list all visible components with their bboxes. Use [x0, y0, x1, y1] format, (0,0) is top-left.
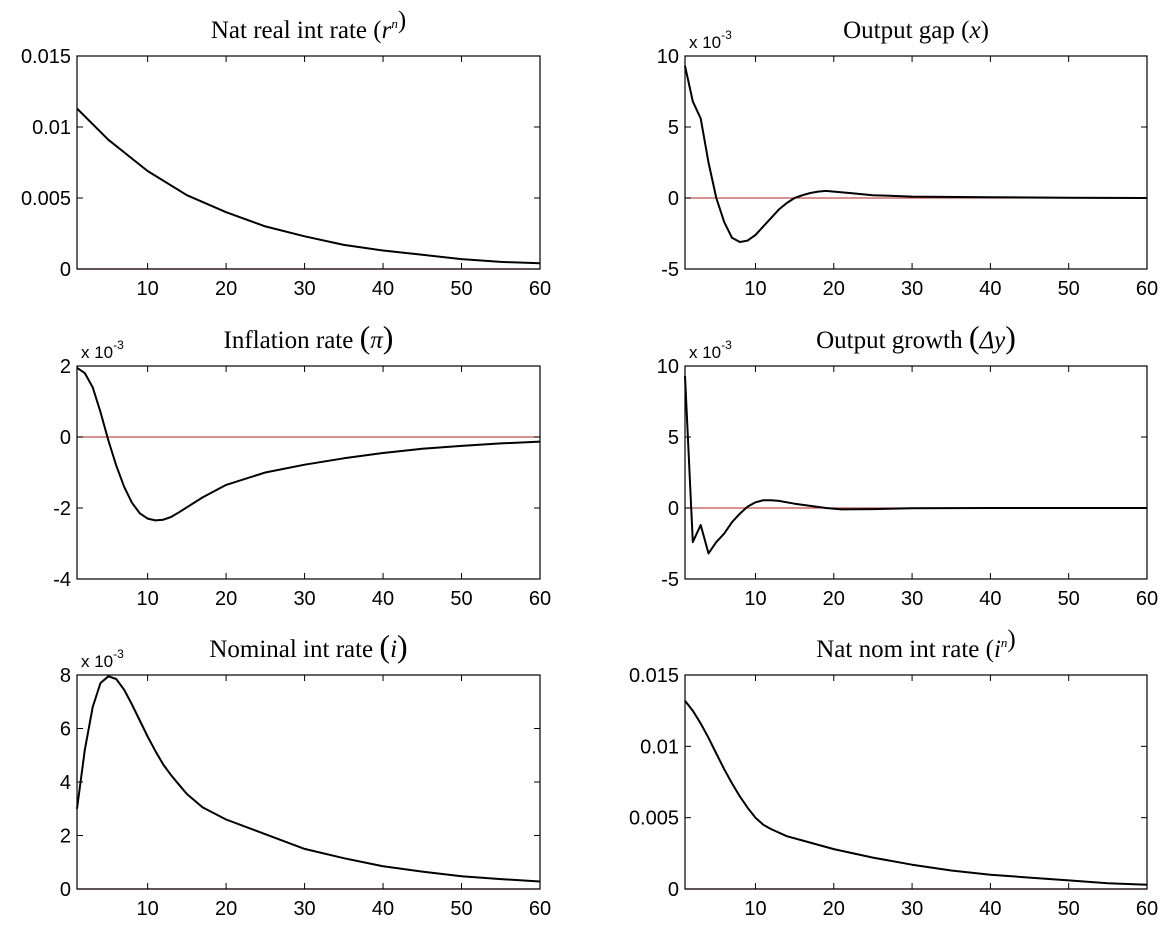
- y-tick-label: -2: [53, 498, 71, 520]
- series-line: [684, 375, 1147, 555]
- x-tick-label: 60: [1136, 278, 1158, 300]
- chart-title: Nat nom int rate (in): [816, 626, 1016, 663]
- x-tick-label: 10: [137, 898, 159, 920]
- y-tick-label: 0: [668, 498, 679, 520]
- x-tick-label: 20: [823, 278, 845, 300]
- x-tick-label: 30: [901, 278, 923, 300]
- x-tick-label: 40: [979, 278, 1001, 300]
- y-tick-label: 0.015: [629, 665, 679, 687]
- x-tick-label: 50: [1058, 898, 1080, 920]
- axes-frame: [76, 365, 541, 580]
- axis-exponent-label: x 10-3: [689, 338, 732, 362]
- x-tick-label: 60: [529, 588, 551, 610]
- x-tick-label: 30: [293, 898, 315, 920]
- x-tick-label: 60: [1136, 588, 1158, 610]
- x-tick-label: 50: [1058, 278, 1080, 300]
- y-tick-label: 5: [668, 427, 679, 449]
- axis-exponent-label: x 10-3: [81, 647, 124, 671]
- chart-title: Nominal int rate (i): [209, 628, 407, 664]
- x-tick-label: 40: [372, 588, 394, 610]
- x-tick-label: 10: [137, 588, 159, 610]
- panel-nat-real-int-rate: 10 20 30 40 50 60 0 0.005 0.01 0.015 Nat real int …: [21, 7, 551, 300]
- x-tick-label: 10: [137, 278, 159, 300]
- x-tick-label: 60: [529, 278, 551, 300]
- x-tick-label: 50: [450, 588, 472, 610]
- y-tick-label: 4: [60, 772, 71, 794]
- panel-output-growth: 10 20 30 40 50 60 -5 0 5 10 x 10-3 Output growth (Δ…: [657, 319, 1158, 610]
- panel-nominal-int-rate: 10 20 30 40 50 60 0 2 4 6 8 x 10-3 Nominal int rate …: [60, 628, 551, 920]
- series-line: [684, 65, 1148, 243]
- x-tick-label: 40: [979, 898, 1001, 920]
- x-tick-label: 50: [450, 278, 472, 300]
- x-tick-label: 20: [823, 588, 845, 610]
- x-tick-label: 30: [293, 588, 315, 610]
- y-tick-label: 0.015: [21, 46, 71, 68]
- x-tick-label: 30: [901, 898, 923, 920]
- y-tick-label: 0: [60, 259, 71, 281]
- axes-frame: [684, 365, 1148, 580]
- x-tick-label: 50: [450, 898, 472, 920]
- y-tick-label: 0: [60, 427, 71, 449]
- chart-title: Output gap (x): [843, 17, 989, 44]
- series-line: [76, 366, 541, 522]
- panel-output-gap: 10 20 30 40 50 60 -5 0 5 10 x 10-3 Output gap (x): [657, 17, 1158, 300]
- y-tick-label: 0: [668, 879, 679, 901]
- x-tick-label: 10: [744, 278, 766, 300]
- axes-frame: [684, 674, 1148, 890]
- y-tick-label: 0.01: [32, 117, 71, 139]
- x-tick-label: 10: [744, 898, 766, 920]
- x-tick-label: 40: [372, 898, 394, 920]
- y-tick-label: 0: [60, 879, 71, 901]
- chart-title: Inflation rate (π): [224, 319, 394, 355]
- axes-frame: [76, 55, 541, 270]
- x-tick-label: 60: [529, 898, 551, 920]
- axes-frame: [76, 674, 541, 890]
- series-line: [684, 700, 1148, 886]
- y-tick-label: -5: [661, 259, 679, 281]
- axis-exponent-label: x 10-3: [689, 28, 732, 52]
- y-tick-label: 10: [657, 46, 679, 68]
- chart-title: Nat real int rate (rn): [211, 7, 406, 44]
- panel-nat-nom-int-rate: 10 20 30 40 50 60 0 0.005 0.01 0.015 Nat nom int r…: [629, 626, 1158, 920]
- y-tick-label: 5: [668, 117, 679, 139]
- axes-frame: [684, 55, 1148, 270]
- y-tick-label: 0.005: [21, 188, 71, 210]
- x-tick-label: 50: [1058, 588, 1080, 610]
- x-tick-label: 10: [744, 588, 766, 610]
- x-tick-label: 40: [372, 278, 394, 300]
- x-tick-label: 20: [215, 588, 237, 610]
- axis-exponent-label: x 10-3: [81, 338, 124, 362]
- panel-inflation-rate: 10 20 30 40 50 60 -4 -2 0 2 x 10-3 Inflation rate (…: [53, 319, 551, 610]
- x-tick-label: 20: [215, 278, 237, 300]
- y-tick-label: -4: [53, 569, 71, 591]
- y-tick-label: -5: [661, 569, 679, 591]
- chart-title: Output growth (Δy): [816, 319, 1016, 355]
- y-tick-label: 0: [668, 188, 679, 210]
- x-tick-label: 30: [901, 588, 923, 610]
- y-tick-label: 8: [60, 665, 71, 687]
- x-tick-label: 40: [979, 588, 1001, 610]
- y-tick-label: 2: [60, 826, 71, 848]
- y-tick-label: 2: [60, 356, 71, 378]
- y-tick-label: 0.01: [640, 736, 679, 758]
- x-tick-label: 30: [293, 278, 315, 300]
- y-tick-label: 0.005: [629, 808, 679, 830]
- series-line: [76, 107, 541, 265]
- y-tick-label: 6: [60, 719, 71, 741]
- x-tick-label: 20: [823, 898, 845, 920]
- x-tick-label: 20: [215, 898, 237, 920]
- series-line: [76, 675, 541, 883]
- x-tick-label: 60: [1136, 898, 1158, 920]
- y-tick-label: 10: [657, 356, 679, 378]
